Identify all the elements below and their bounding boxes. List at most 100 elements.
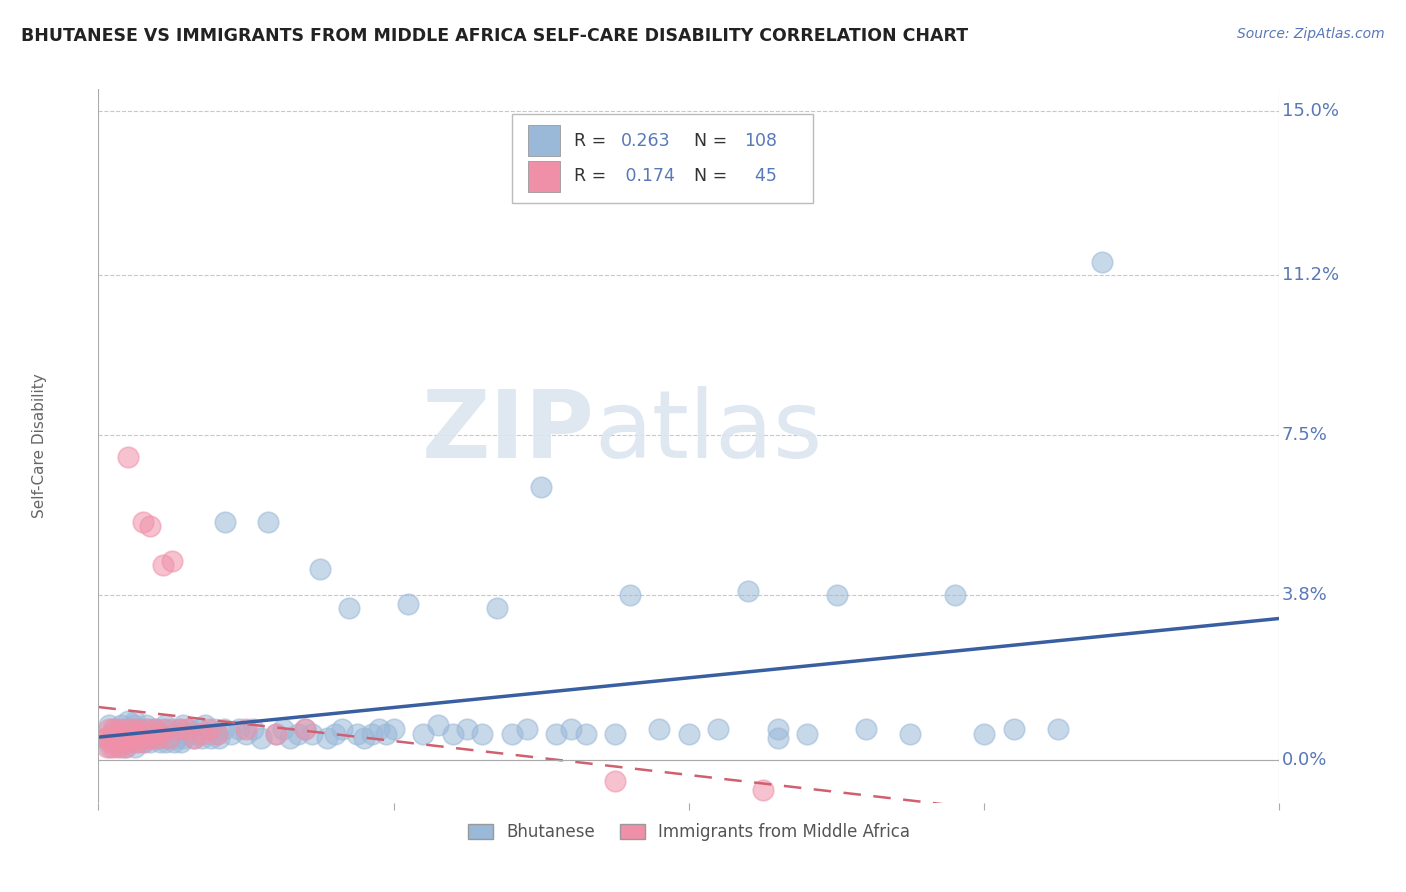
Text: 11.2%: 11.2% xyxy=(1282,266,1339,285)
Point xyxy=(208,731,231,745)
Point xyxy=(157,731,180,745)
Point xyxy=(103,739,125,754)
Point xyxy=(127,735,149,749)
Point xyxy=(117,726,139,740)
Text: N =: N = xyxy=(683,168,733,186)
Point xyxy=(172,718,194,732)
Text: R =: R = xyxy=(575,132,612,150)
Point xyxy=(127,731,149,745)
Point xyxy=(1046,723,1070,737)
Text: N =: N = xyxy=(683,132,733,150)
Point xyxy=(94,731,117,745)
Point xyxy=(330,723,353,737)
Point xyxy=(169,723,191,737)
Point xyxy=(235,726,257,740)
Point xyxy=(142,731,165,745)
Text: Self-Care Disability: Self-Care Disability xyxy=(32,374,46,518)
Point xyxy=(146,731,169,745)
Point xyxy=(117,450,139,464)
Point xyxy=(128,723,150,737)
Point xyxy=(301,726,323,740)
Point xyxy=(138,723,160,737)
Point xyxy=(122,718,145,732)
Point xyxy=(228,723,250,737)
Point xyxy=(112,731,135,745)
Text: 7.5%: 7.5% xyxy=(1282,426,1327,444)
Text: BHUTANESE VS IMMIGRANTS FROM MIDDLE AFRICA SELF-CARE DISABILITY CORRELATION CHAR: BHUTANESE VS IMMIGRANTS FROM MIDDLE AFRI… xyxy=(21,27,969,45)
Point xyxy=(115,739,138,754)
Point xyxy=(155,735,177,749)
Text: ZIP: ZIP xyxy=(422,385,595,478)
Point xyxy=(294,723,316,737)
Point xyxy=(135,723,157,737)
Text: 108: 108 xyxy=(744,132,778,150)
Point xyxy=(132,726,155,740)
Point xyxy=(530,480,553,494)
Point xyxy=(136,731,159,745)
Point xyxy=(152,731,174,745)
Point xyxy=(353,731,375,745)
Point xyxy=(516,723,538,737)
Point xyxy=(111,731,134,745)
Point xyxy=(124,735,146,749)
Point xyxy=(648,723,671,737)
Point xyxy=(280,731,302,745)
Point xyxy=(156,726,179,740)
Point xyxy=(271,723,294,737)
Point xyxy=(121,731,143,745)
Point xyxy=(153,718,176,732)
Point xyxy=(766,723,789,737)
Point xyxy=(150,723,173,737)
Point xyxy=(152,558,174,572)
Point xyxy=(427,718,450,732)
Point xyxy=(162,723,183,737)
Point xyxy=(198,726,221,740)
Text: atlas: atlas xyxy=(595,385,823,478)
Point xyxy=(191,731,214,745)
Point xyxy=(125,723,148,737)
Point xyxy=(186,726,208,740)
Point xyxy=(105,731,128,745)
Point xyxy=(309,562,332,576)
Point xyxy=(973,726,995,740)
Point xyxy=(198,723,221,737)
Point xyxy=(128,726,150,740)
Point xyxy=(316,731,339,745)
Point xyxy=(176,726,198,740)
Point xyxy=(170,735,193,749)
Point xyxy=(141,726,163,740)
Point xyxy=(486,601,509,615)
Point xyxy=(111,723,134,737)
Point xyxy=(120,723,142,737)
Point xyxy=(501,726,523,740)
Point xyxy=(110,718,132,732)
Point xyxy=(110,735,132,749)
Point xyxy=(114,723,136,737)
Text: 15.0%: 15.0% xyxy=(1282,102,1339,120)
Point xyxy=(737,583,759,598)
Point xyxy=(97,718,120,732)
Point xyxy=(766,731,789,745)
Point xyxy=(375,726,398,740)
Point xyxy=(183,731,205,745)
Point xyxy=(114,739,136,754)
Point xyxy=(125,726,148,740)
Point xyxy=(191,726,214,740)
Point xyxy=(441,726,464,740)
Text: 0.263: 0.263 xyxy=(620,132,671,150)
Point xyxy=(122,726,145,740)
Point xyxy=(339,601,361,615)
Point xyxy=(214,515,236,529)
Point xyxy=(94,731,117,745)
Point xyxy=(264,726,287,740)
Point xyxy=(118,735,141,749)
Point xyxy=(157,731,180,745)
Point xyxy=(287,726,309,740)
Point xyxy=(135,718,157,732)
Text: Source: ZipAtlas.com: Source: ZipAtlas.com xyxy=(1237,27,1385,41)
Point xyxy=(546,726,568,740)
Point xyxy=(107,726,129,740)
Point xyxy=(98,735,121,749)
Point xyxy=(205,726,228,740)
Point xyxy=(752,782,775,797)
